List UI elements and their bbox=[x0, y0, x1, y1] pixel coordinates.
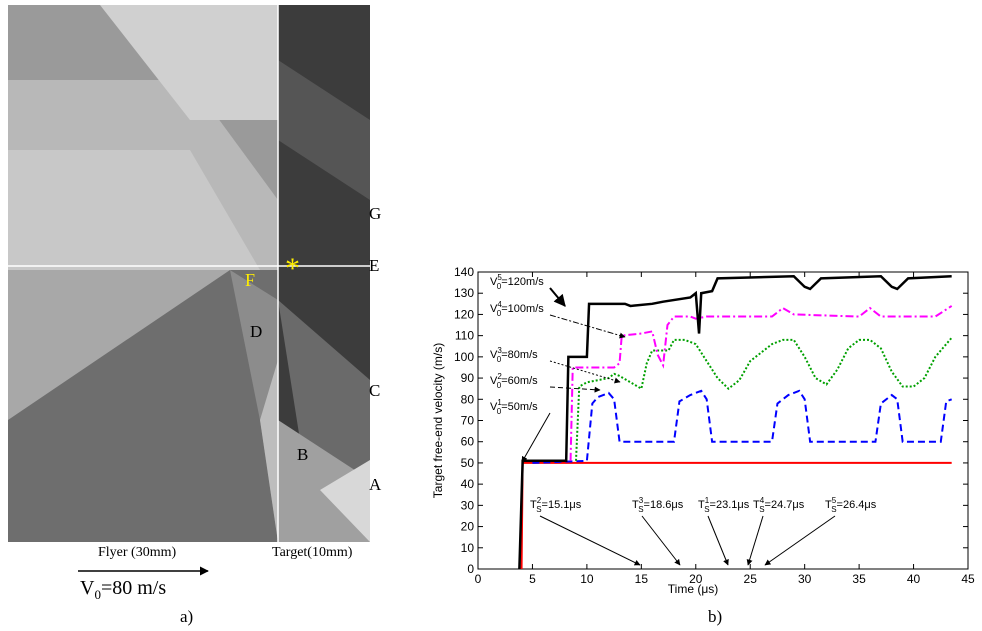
point-label: C bbox=[369, 381, 380, 400]
y-tick-label: 130 bbox=[454, 286, 474, 300]
target-label: Target(10mm) bbox=[272, 545, 353, 560]
x-tick-label: 25 bbox=[744, 572, 758, 586]
figure: * F D B G E C A Flyer (30mm) Target(10mm… bbox=[0, 0, 982, 631]
simulation-image bbox=[8, 5, 370, 542]
point-label: B bbox=[297, 445, 308, 464]
y-tick-label: 80 bbox=[461, 392, 475, 406]
point-label: D bbox=[250, 322, 262, 341]
y-tick-label: 10 bbox=[461, 541, 475, 555]
point-label: F bbox=[245, 270, 255, 290]
y-tick-label: 140 bbox=[454, 265, 474, 279]
point-label: G bbox=[369, 204, 381, 223]
y-tick-label: 100 bbox=[454, 350, 474, 364]
y-tick-label: 60 bbox=[461, 435, 475, 449]
panel-caption: b) bbox=[708, 607, 722, 626]
velocity-label: V0=80 m/s bbox=[80, 577, 166, 602]
y-tick-label: 20 bbox=[461, 520, 475, 534]
y-tick-label: 50 bbox=[461, 456, 475, 470]
flyer-label: Flyer (30mm) bbox=[98, 545, 176, 560]
panel-caption: a) bbox=[180, 607, 193, 626]
point-label: E bbox=[369, 256, 379, 275]
x-tick-label: 10 bbox=[580, 572, 594, 586]
x-tick-label: 30 bbox=[798, 572, 812, 586]
x-tick-label: 5 bbox=[529, 572, 536, 586]
y-tick-label: 30 bbox=[461, 498, 475, 512]
x-tick-label: 40 bbox=[907, 572, 921, 586]
point-label: A bbox=[369, 475, 382, 494]
x-tick-label: 15 bbox=[635, 572, 649, 586]
y-tick-label: 90 bbox=[461, 371, 475, 385]
y-tick-label: 70 bbox=[461, 414, 475, 428]
x-tick-label: 45 bbox=[961, 572, 975, 586]
y-tick-label: 110 bbox=[455, 329, 474, 343]
marker-star: * bbox=[285, 252, 300, 285]
x-tick-label: 0 bbox=[475, 572, 482, 586]
y-tick-label: 40 bbox=[461, 477, 475, 491]
y-tick-label: 120 bbox=[454, 307, 474, 321]
y-tick-label: 0 bbox=[467, 562, 474, 576]
x-tick-label: 35 bbox=[852, 572, 866, 586]
y-axis-label: Target free-end velocity (m/s) bbox=[431, 343, 445, 498]
x-axis-label: Time (μs) bbox=[668, 582, 718, 596]
